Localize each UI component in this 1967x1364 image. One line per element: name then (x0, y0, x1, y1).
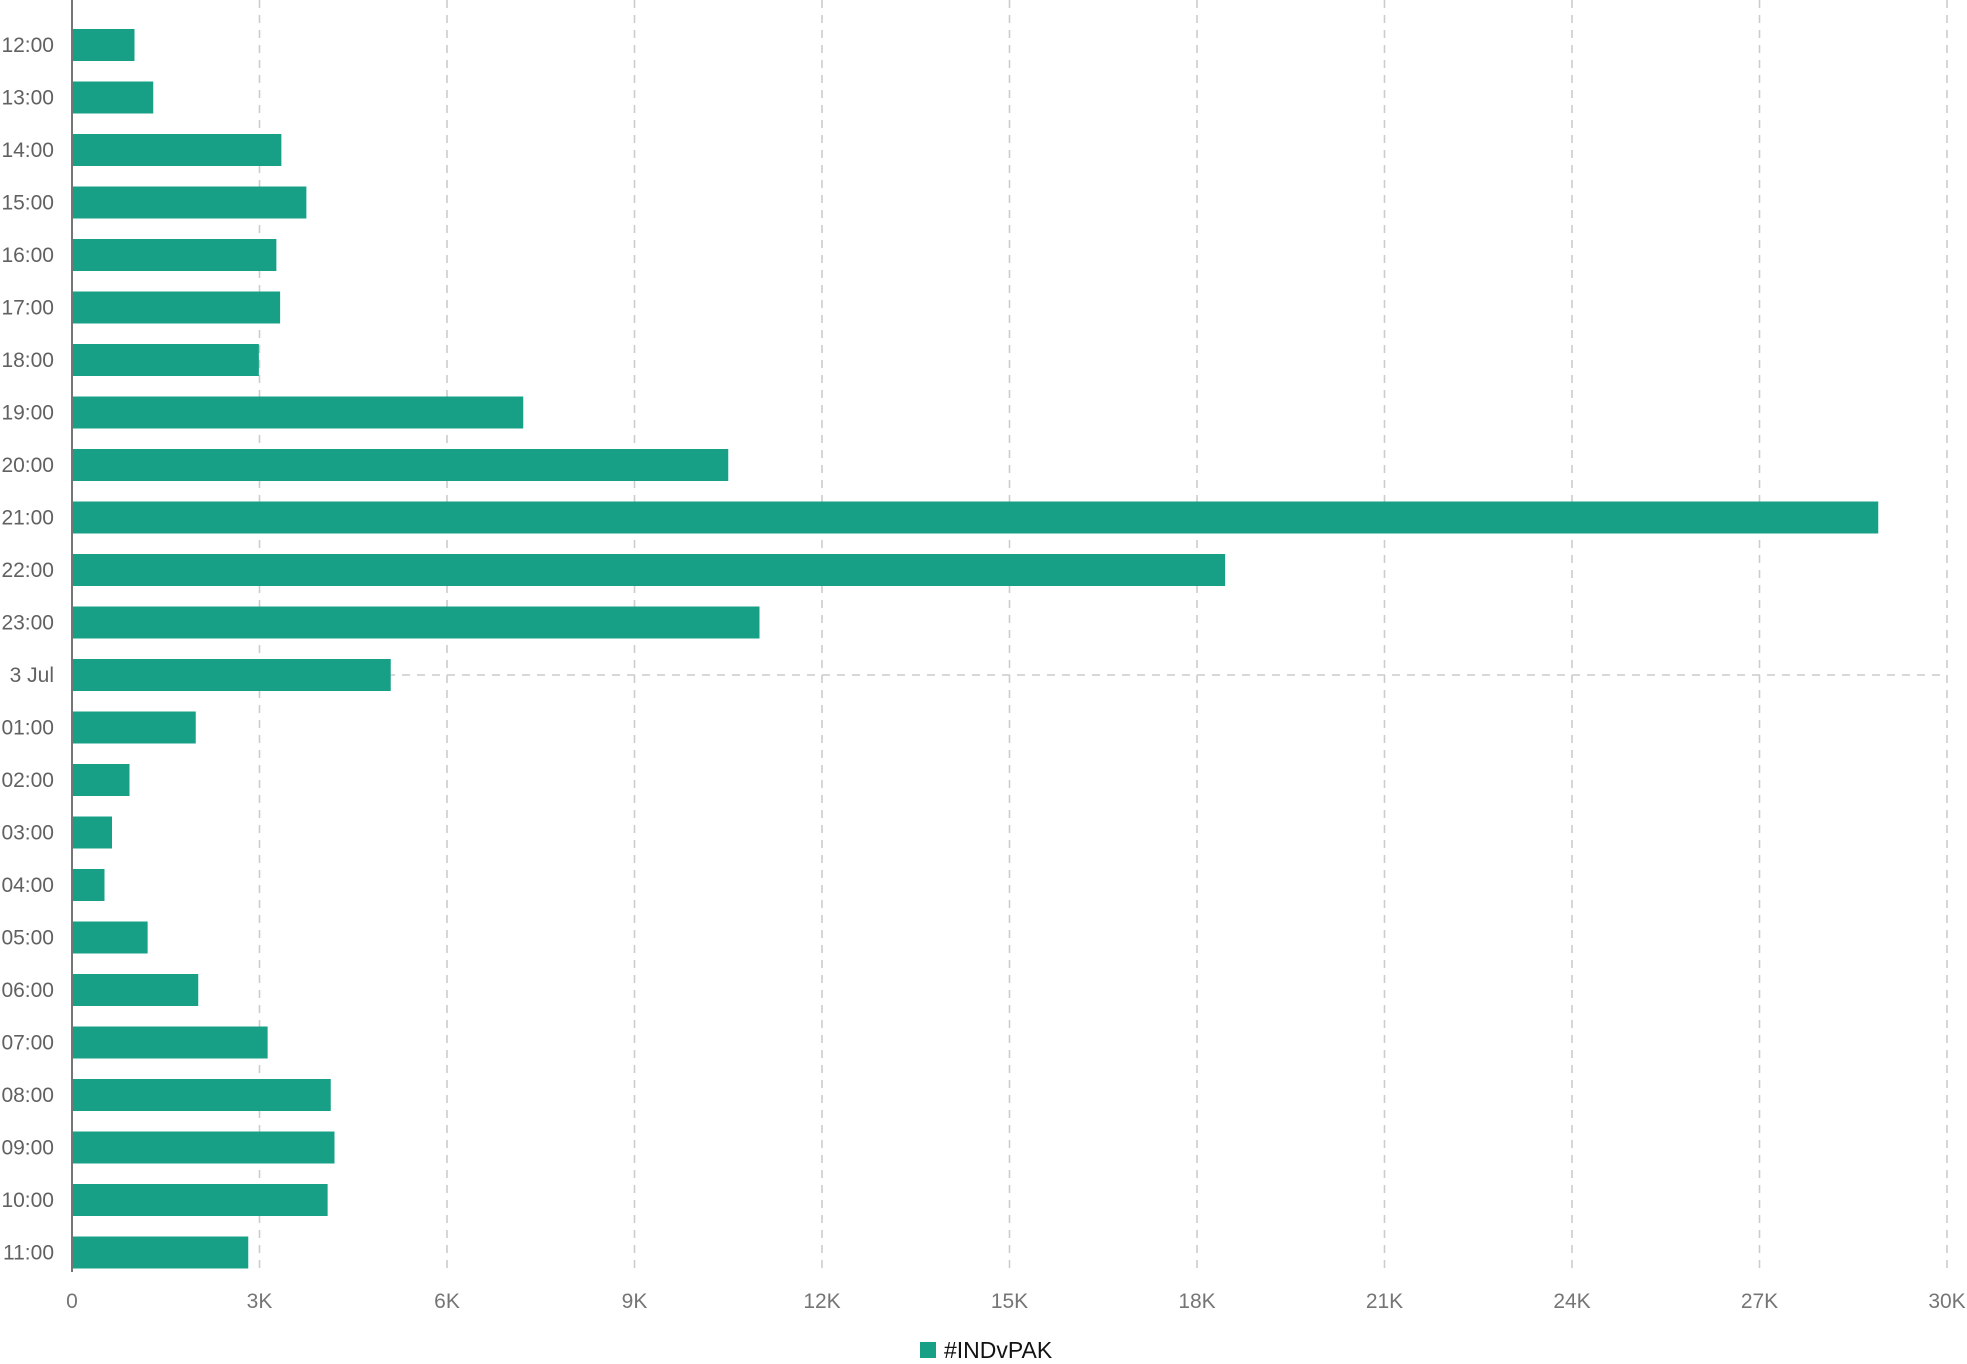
bar-02:00[interactable] (72, 764, 130, 796)
bar-23:00[interactable] (72, 606, 760, 639)
bar-01:00[interactable] (72, 711, 196, 744)
category-label: 01:00 (1, 717, 54, 740)
x-tick-label: 0 (66, 1290, 78, 1313)
bar-08:00[interactable] (72, 1079, 331, 1111)
category-label: 03:00 (1, 822, 54, 845)
legend-label: #INDvPAK (944, 1337, 1053, 1359)
bar-14:00[interactable] (72, 134, 282, 166)
bar-19:00[interactable] (72, 396, 524, 429)
bar-22:00[interactable] (72, 554, 1226, 586)
bar-05:00[interactable] (72, 921, 148, 954)
category-label: 12:00 (1, 34, 54, 57)
x-tick-label: 24K (1553, 1290, 1590, 1313)
category-label: 17:00 (1, 297, 54, 320)
category-label: 23:00 (1, 612, 54, 635)
bar-17:00[interactable] (72, 291, 281, 324)
category-label: 11:00 (3, 1242, 54, 1265)
category-label: 16:00 (1, 244, 54, 267)
bar-10:00[interactable] (72, 1184, 328, 1216)
category-label: 22:00 (1, 559, 54, 582)
bar-03:00[interactable] (72, 816, 112, 849)
bar-11:00[interactable] (72, 1236, 249, 1269)
legend-swatch (920, 1342, 936, 1358)
bar-18:00[interactable] (72, 344, 259, 376)
bars (72, 29, 1879, 1269)
category-label: 05:00 (1, 927, 54, 950)
x-tick-label: 27K (1741, 1290, 1778, 1313)
category-label: 06:00 (1, 979, 54, 1002)
category-label: 10:00 (1, 1189, 54, 1212)
x-tick-label: 15K (991, 1290, 1028, 1313)
category-label: 07:00 (1, 1032, 54, 1055)
category-label: 14:00 (1, 139, 54, 162)
bar-21:00[interactable] (72, 501, 1879, 534)
bar-20:00[interactable] (72, 449, 729, 481)
x-tick-label: 21K (1366, 1290, 1403, 1313)
x-tick-label: 9K (622, 1290, 648, 1313)
bar-15:00[interactable] (72, 186, 307, 219)
category-label: 08:00 (1, 1084, 54, 1107)
category-label: 09:00 (1, 1137, 54, 1160)
category-label: 04:00 (1, 874, 54, 897)
bar-16:00[interactable] (72, 239, 277, 271)
category-label: 15:00 (1, 192, 54, 215)
bar-09:00[interactable] (72, 1131, 335, 1164)
category-label: 3 Jul (10, 664, 54, 687)
category-label: 02:00 (1, 769, 54, 792)
category-label: 19:00 (1, 402, 54, 425)
legend[interactable]: #INDvPAK (920, 1337, 1053, 1363)
bar-3-jul[interactable] (72, 659, 391, 691)
bar-04:00[interactable] (72, 869, 105, 901)
x-tick-label: 6K (434, 1290, 460, 1313)
category-label: 18:00 (1, 349, 54, 372)
bar-12:00[interactable] (72, 29, 135, 61)
category-label: 13:00 (1, 87, 54, 110)
x-tick-label: 12K (803, 1290, 840, 1313)
bar-06:00[interactable] (72, 974, 199, 1006)
x-tick-label: 30K (1928, 1290, 1965, 1313)
x-tick-label: 18K (1178, 1290, 1215, 1313)
bar-13:00[interactable] (72, 81, 154, 114)
category-label: 20:00 (1, 454, 54, 477)
axes: 0 3K 6K 9K 12K 15K 18K 21K 24K 27K 30K 12:00 13:00 14… (1, 0, 1966, 1313)
x-tick-label: 3K (247, 1290, 273, 1313)
category-label: 21:00 (1, 507, 54, 530)
bar-07:00[interactable] (72, 1026, 268, 1059)
